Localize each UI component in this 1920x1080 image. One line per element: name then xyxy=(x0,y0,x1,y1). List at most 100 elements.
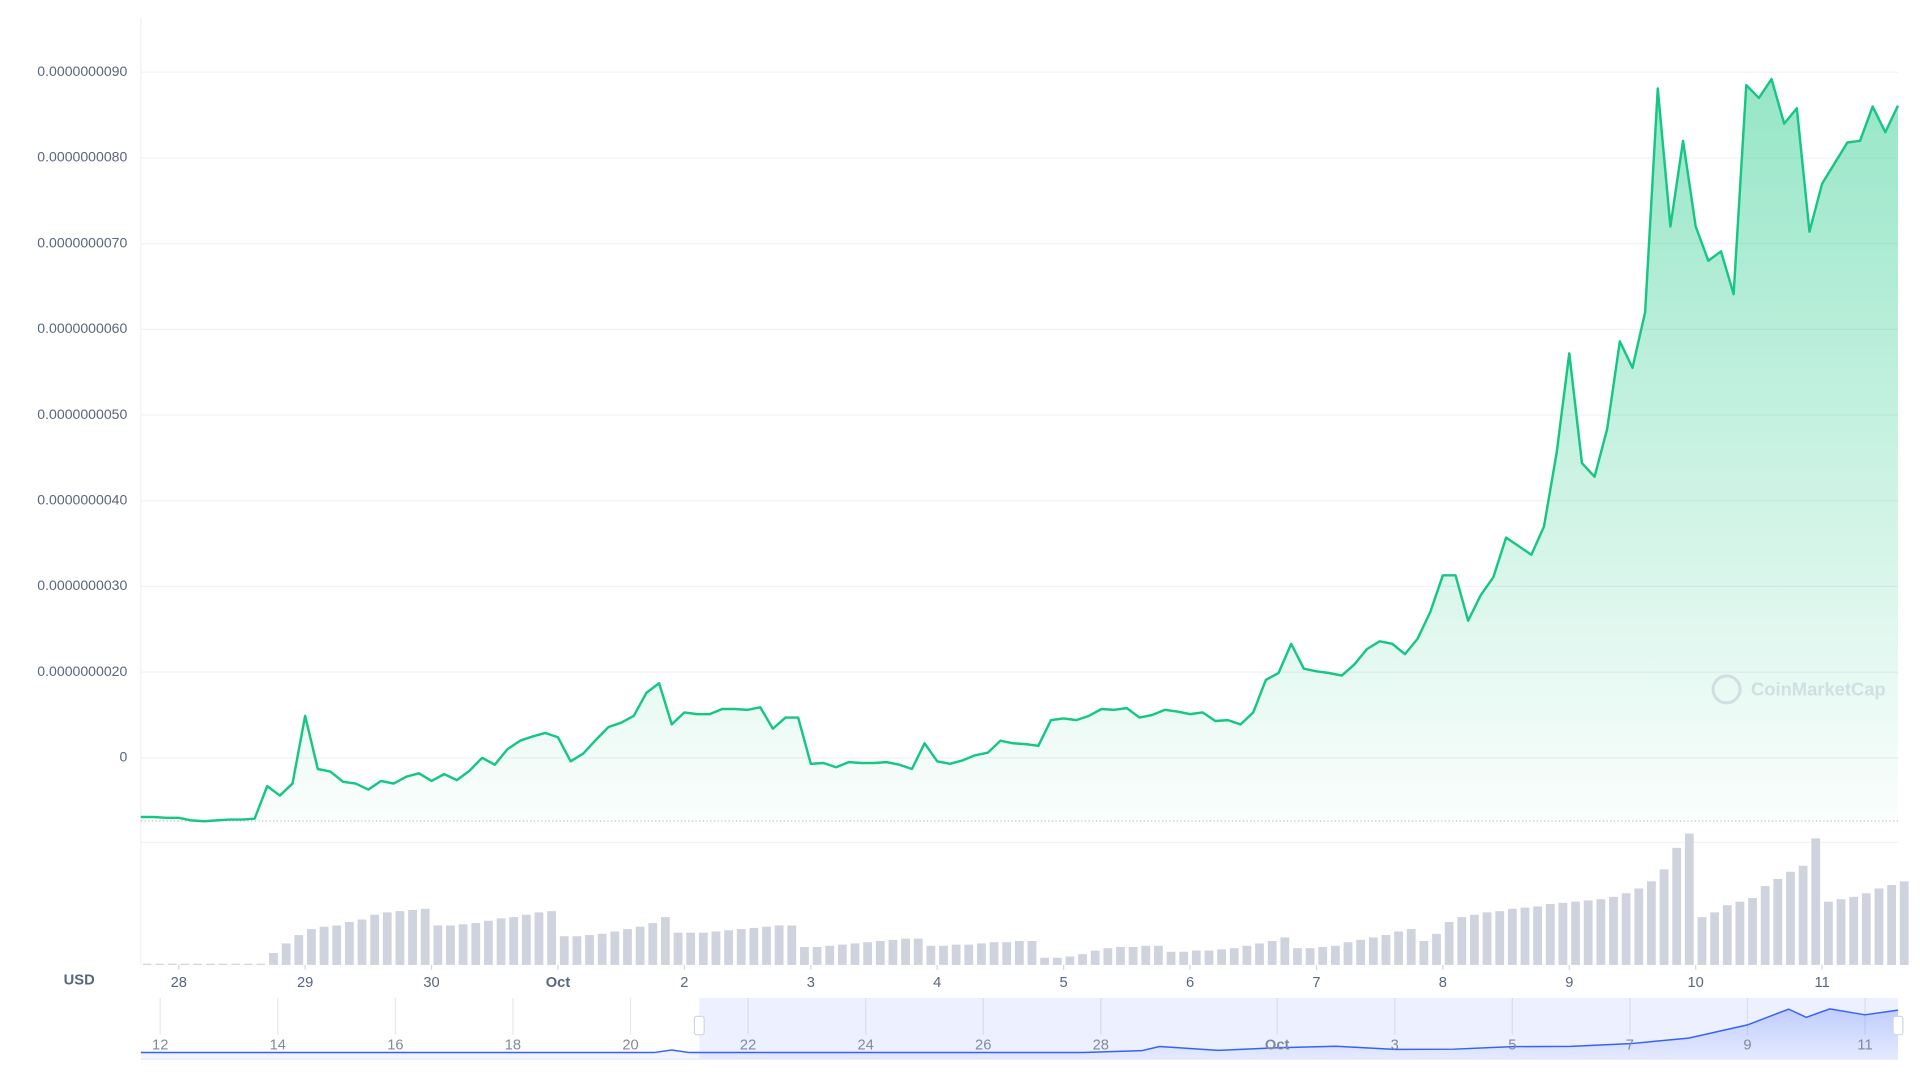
volume-bar xyxy=(1242,945,1252,965)
volume-bar xyxy=(1861,893,1871,965)
volume-bar xyxy=(1330,945,1340,965)
volume-bar xyxy=(1621,893,1631,965)
navigator-tick-label: 24 xyxy=(857,1038,873,1054)
volume-bar xyxy=(559,936,569,965)
volume-bar xyxy=(1634,888,1644,965)
volume-bar xyxy=(370,914,380,965)
volume-bar xyxy=(1166,951,1176,965)
navigator-tick-label: 28 xyxy=(1093,1038,1109,1054)
volume-bar xyxy=(1280,937,1290,965)
navigator-tick-label: 12 xyxy=(152,1038,168,1054)
navigator-handle[interactable] xyxy=(693,1015,705,1036)
volume-bar xyxy=(1571,901,1580,965)
volume-bar xyxy=(1760,886,1770,965)
volume-bar xyxy=(1684,833,1694,965)
volume-bar xyxy=(1318,946,1328,965)
volume-bar xyxy=(1874,888,1884,965)
volume-bar xyxy=(635,926,645,965)
volume-bar xyxy=(1406,929,1416,965)
y-tick-label: 0.0000000020 xyxy=(37,663,127,679)
price-area xyxy=(140,79,1898,822)
volume-bar xyxy=(1849,896,1859,965)
volume-bar xyxy=(281,943,291,965)
navigator-tick-label: 26 xyxy=(975,1038,991,1054)
volume-bar xyxy=(1065,956,1075,965)
volume-bar xyxy=(1533,906,1543,965)
volume-bar xyxy=(1583,900,1593,965)
volume-bar xyxy=(180,963,190,965)
volume-bar xyxy=(698,932,708,965)
volume-bar xyxy=(1748,898,1757,965)
volume-bar xyxy=(332,925,342,965)
volume-bar xyxy=(395,911,405,965)
volume-bar xyxy=(1470,914,1479,965)
volume-bar xyxy=(243,963,253,965)
volume-bar xyxy=(1710,912,1720,965)
y-tick-label: 0.0000000090 xyxy=(37,63,127,79)
navigator-tick-label: 5 xyxy=(1508,1038,1516,1054)
volume-bar xyxy=(774,925,784,965)
volume-bar xyxy=(762,926,771,965)
volume-bar xyxy=(749,927,759,965)
volume-bar xyxy=(1899,881,1909,965)
volume-bar xyxy=(1128,946,1138,965)
volume-bar xyxy=(294,935,304,965)
volume-bar xyxy=(597,933,607,965)
volume-bar xyxy=(484,920,493,965)
x-tick-label: Oct xyxy=(546,975,571,991)
volume-bar xyxy=(1647,881,1656,965)
volume-bar xyxy=(686,932,696,965)
x-tick-label: 10 xyxy=(1688,975,1704,991)
volume-bar xyxy=(1432,933,1441,965)
volume-bar xyxy=(1229,948,1239,965)
x-tick-label: 8 xyxy=(1439,975,1447,991)
volume-bar xyxy=(218,963,228,965)
volume-bar xyxy=(1255,943,1264,965)
volume-bar xyxy=(1103,948,1113,965)
volume-bar xyxy=(319,926,329,965)
volume-bar xyxy=(1356,939,1366,965)
volume-bar xyxy=(1558,902,1568,965)
volume-bar xyxy=(256,963,266,965)
navigator-tick-label: Oct xyxy=(1265,1038,1290,1054)
volume-bar xyxy=(205,963,215,965)
volume-bar xyxy=(458,924,468,965)
x-tick-label: 2 xyxy=(680,975,688,991)
volume-bar xyxy=(673,932,683,965)
volume-bar xyxy=(837,944,847,965)
volume-bar xyxy=(509,917,519,965)
volume-bar xyxy=(1786,871,1795,965)
navigator xyxy=(140,997,1904,1060)
volume-bar xyxy=(1444,921,1454,965)
y-tick-label: 0.0000000070 xyxy=(37,234,127,250)
watermark: CoinMarketCap xyxy=(1711,674,1886,705)
x-tick-label: 29 xyxy=(297,975,313,991)
volume-bar xyxy=(155,963,165,965)
volume-bar xyxy=(1267,941,1277,965)
volume-bar xyxy=(977,943,986,965)
y-tick-label: 0.0000000050 xyxy=(37,406,127,422)
navigator-handle[interactable] xyxy=(1892,1015,1904,1036)
volume-bar xyxy=(926,945,936,965)
watermark-text: CoinMarketCap xyxy=(1751,678,1886,699)
volume-bar xyxy=(1419,941,1429,965)
volume-bar xyxy=(1381,935,1391,965)
volume-bar xyxy=(1609,896,1618,965)
volume-bar xyxy=(989,942,999,965)
volume-bar xyxy=(964,944,974,965)
volume-bar xyxy=(471,923,481,965)
volume-bar xyxy=(1722,905,1732,965)
volume-bar xyxy=(572,936,582,965)
volume-bar xyxy=(585,935,594,965)
volume-bar xyxy=(357,919,367,965)
volume-bar xyxy=(1887,884,1896,965)
x-tick-label: 4 xyxy=(933,975,941,991)
watermark-logo xyxy=(1711,674,1742,705)
plot xyxy=(140,77,1909,965)
volume-bar xyxy=(1659,869,1669,965)
volume-bar xyxy=(901,938,910,965)
volume-bar xyxy=(787,925,797,965)
volume-bar xyxy=(939,945,948,965)
x-tick-label: 11 xyxy=(1814,975,1829,991)
volume-bar xyxy=(850,943,860,965)
